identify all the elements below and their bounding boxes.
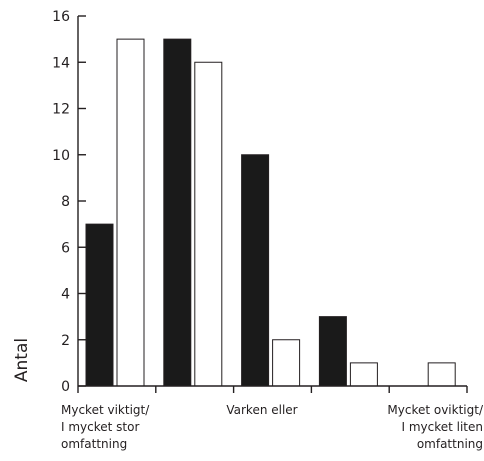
- y-tick-label-6: 6: [61, 240, 70, 256]
- x-annotation-1-line-1: Mycket viktigt/: [61, 403, 150, 417]
- bar-series2-cat4: [349, 362, 378, 387]
- bar-series2-cat3: [272, 339, 301, 387]
- bar-series2-cat2: [194, 61, 223, 387]
- bar-series1-cat2: [163, 38, 192, 387]
- y-tick-label-10: 10: [52, 148, 70, 164]
- x-annotation-3-line-1: Mycket oviktigt/: [387, 403, 484, 417]
- y-tick-label-14: 14: [52, 55, 70, 71]
- y-tick-label-2: 2: [61, 333, 70, 349]
- bar-series2-cat5: [427, 362, 456, 387]
- bar-series1-cat4: [318, 316, 347, 387]
- bar-series2-cat1: [116, 38, 145, 387]
- x-annotation-1-line-2: I mycket stor: [61, 420, 139, 434]
- labels-layer: 0 2 4 6 8 10 12 14 16 Antal Mycket viktigt/I mycke…: [12, 9, 484, 451]
- y-tick-label-4: 4: [61, 287, 70, 303]
- bar-series1-cat3: [241, 154, 270, 387]
- x-annotation-1-line-3: omfattning: [61, 437, 127, 451]
- bars-layer: [85, 38, 456, 387]
- x-annotation-2-line-1: Varken eller: [226, 403, 297, 417]
- y-axis-label: Antal: [12, 338, 32, 382]
- y-tick-label-16: 16: [52, 9, 70, 25]
- axis-layer: [77, 15, 468, 393]
- bar-series1-cat1: [85, 223, 114, 387]
- y-tick-label-12: 12: [52, 102, 70, 118]
- x-annotation-3-line-2: I mycket liten: [401, 420, 483, 434]
- x-annotation-3-line-3: omfattning: [417, 437, 483, 451]
- y-tick-label-8: 8: [61, 194, 70, 210]
- y-tick-label-0: 0: [61, 379, 70, 395]
